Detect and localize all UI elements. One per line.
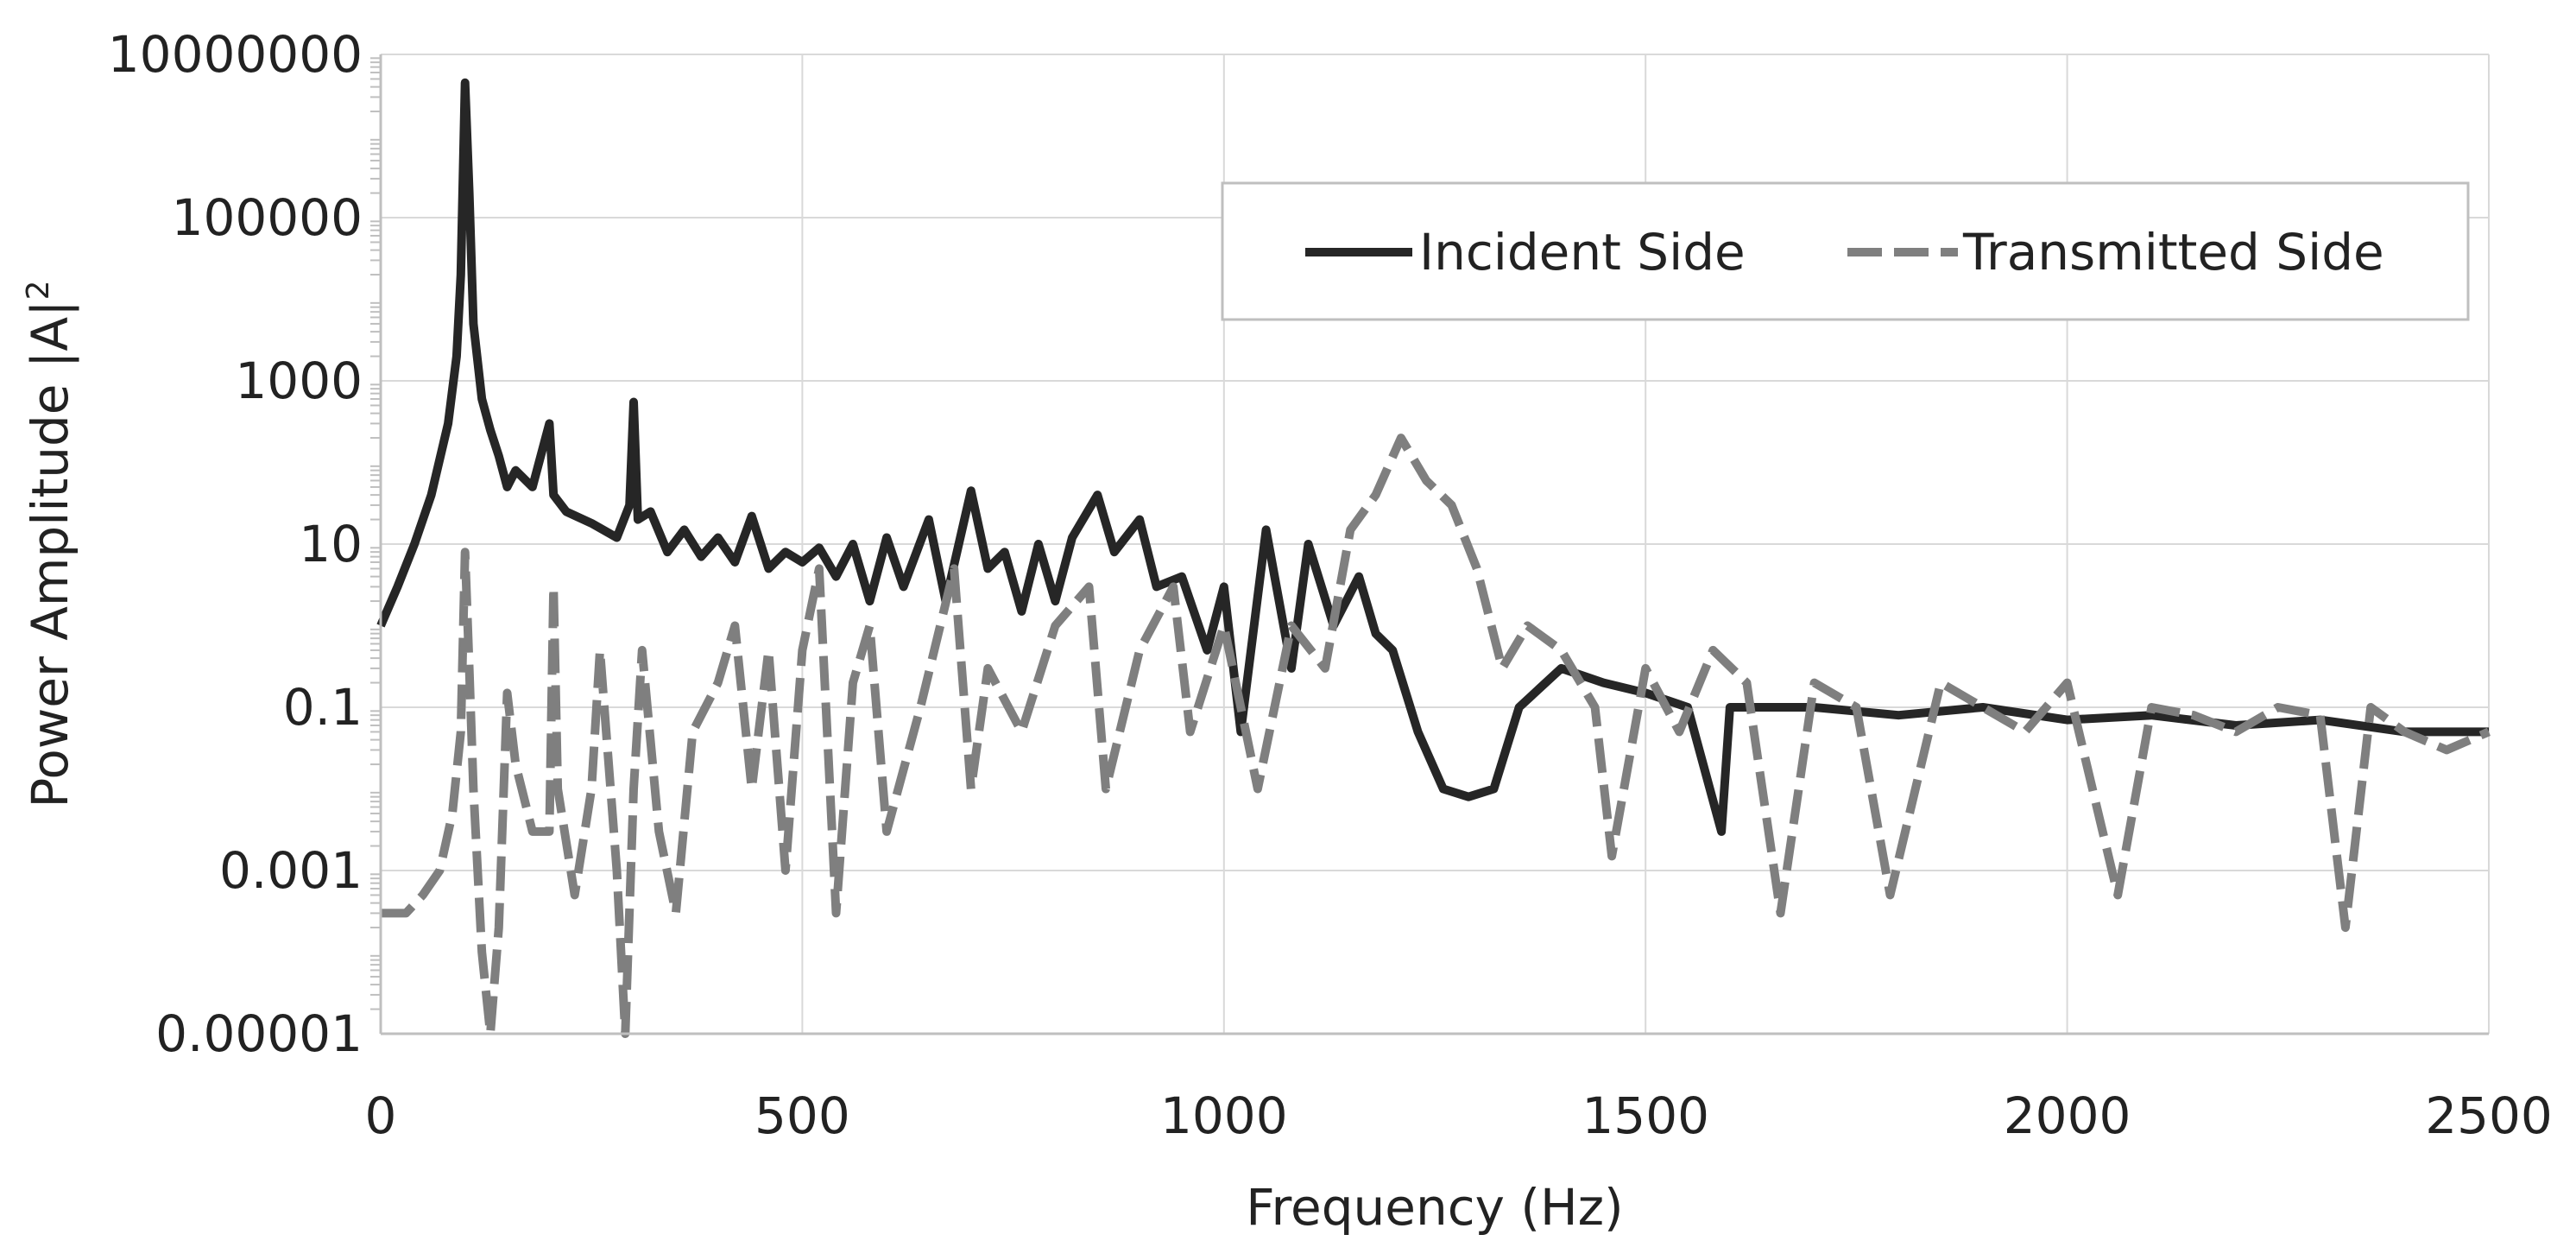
x-axis-label: Frequency (Hz) xyxy=(1246,1178,1623,1237)
y-tick-label: 0.001 xyxy=(219,841,363,900)
y-axis-label: Power Amplitude |A|2 xyxy=(21,280,79,807)
y-tick-label: 1000 xyxy=(235,351,363,410)
y-tick-label: 0.00001 xyxy=(155,1004,363,1063)
x-tick-label: 2500 xyxy=(2425,1086,2553,1145)
x-tick-label: 1000 xyxy=(1160,1086,1288,1145)
legend-label-transmitted: Transmitted Side xyxy=(1962,223,2384,282)
y-tick-label: 0.1 xyxy=(283,678,363,737)
y-axis-label-superscript: 2 xyxy=(21,280,56,300)
legend-box xyxy=(1221,181,2470,321)
y-axis-label-text: Power Amplitude |A|2 xyxy=(21,280,79,807)
y-tick-label: 100000 xyxy=(172,188,363,247)
series-group xyxy=(376,78,2491,1038)
series-incident-line xyxy=(376,78,2489,836)
legend: Incident Side Transmitted Side xyxy=(1221,181,2470,321)
y-axis-label-main: Power Amplitude |A| xyxy=(21,300,79,807)
y-tick-label: 10 xyxy=(299,515,363,573)
x-tick-label: 2000 xyxy=(2004,1086,2131,1145)
x-tick-label: 1500 xyxy=(1582,1086,1709,1145)
x-tick-label: 0 xyxy=(365,1086,397,1145)
axes: 0 500 1000 1500 2000 2500 0.00001 0.001 0.1 10 100… xyxy=(108,25,2553,1145)
y-tick-label: 10000000 xyxy=(108,25,363,84)
x-tick-label: 500 xyxy=(754,1086,850,1145)
legend-label-incident: Incident Side xyxy=(1419,223,1746,282)
series-transmitted-line xyxy=(381,434,2491,1038)
